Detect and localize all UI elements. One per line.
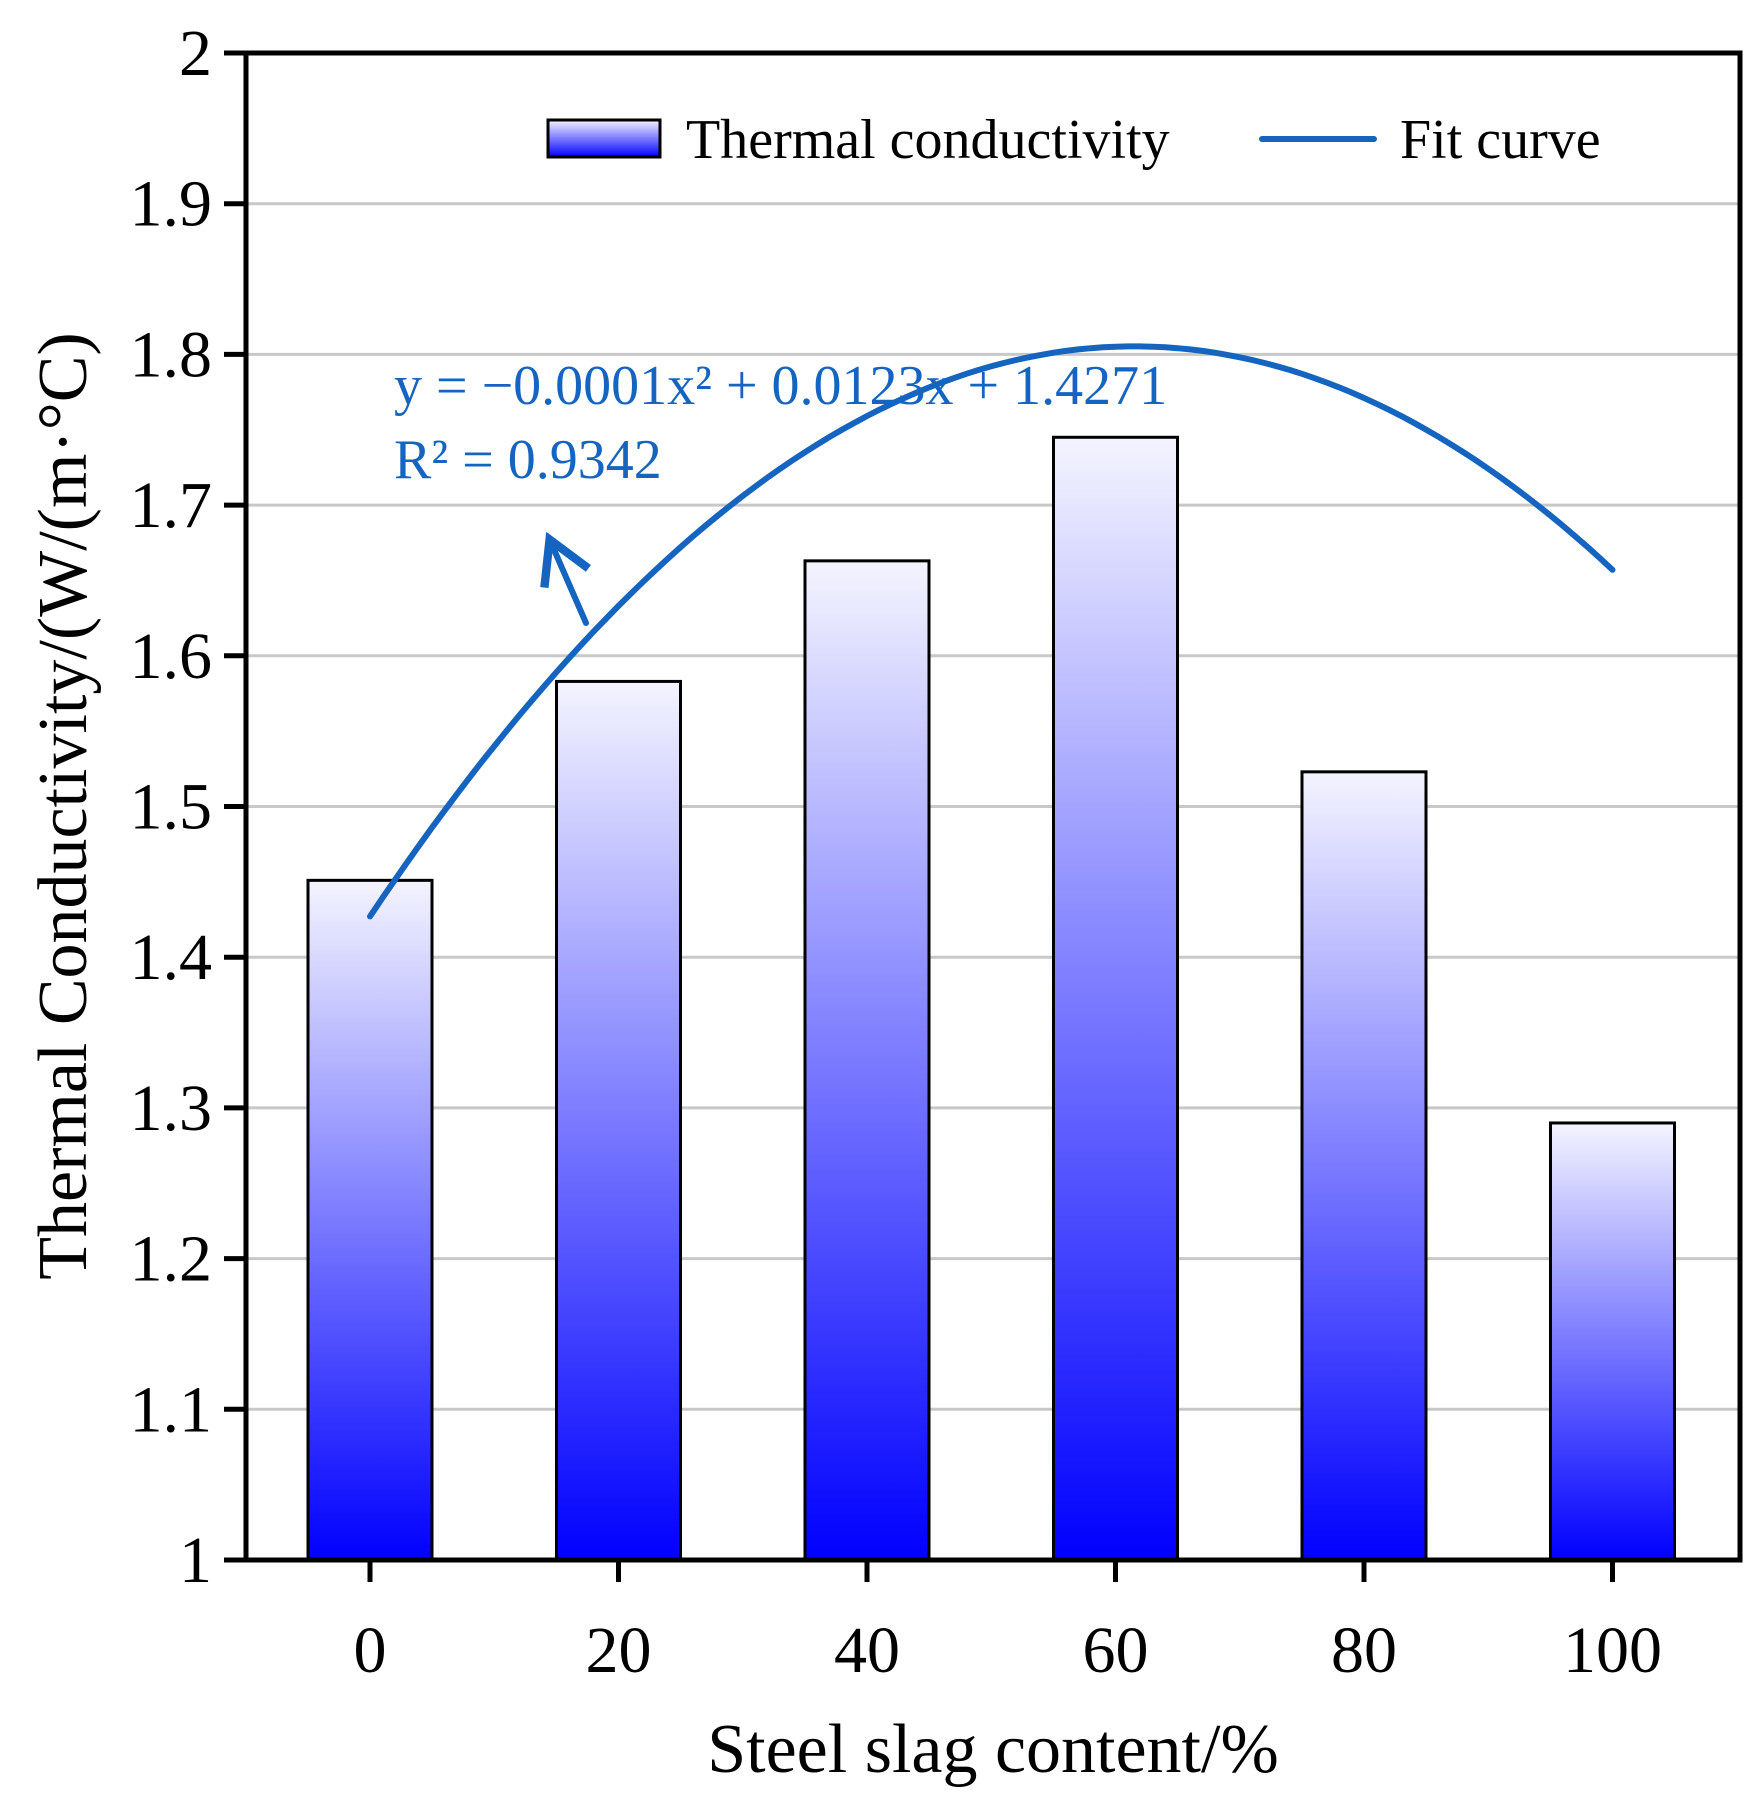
x-tick-label: 0 xyxy=(354,1614,387,1687)
axis-ticks: 11.11.21.31.41.51.61.71.81.920 20 40 60 80 10… xyxy=(130,17,1663,1687)
x-tick-label: 100 xyxy=(1563,1614,1662,1687)
legend-label-thermal-conductivity: Thermal conductivity xyxy=(686,109,1170,171)
fit-annotation: y = −0.0001x² + 0.0123x + 1.4271 R² = 0.… xyxy=(394,355,1167,626)
bar xyxy=(1549,1121,1676,1562)
r-squared: R² = 0.9342 xyxy=(394,429,662,491)
y-tick-label: 2 xyxy=(179,17,212,90)
y-tick-label: 1 xyxy=(179,1524,212,1597)
annotation-arrow xyxy=(540,531,591,626)
bar xyxy=(1300,770,1428,1562)
fit-equation: y = −0.0001x² + 0.0123x + 1.4271 xyxy=(394,355,1167,417)
bars xyxy=(306,435,1676,1562)
x-tick-label: 80 xyxy=(1331,1614,1397,1687)
y-tick-label: 1.5 xyxy=(130,771,213,844)
x-axis-title: Steel slag content/% xyxy=(707,1711,1279,1788)
fit-curve xyxy=(367,343,1616,920)
y-tick-label: 1.7 xyxy=(130,469,213,542)
bar xyxy=(555,679,682,1562)
legend-label-fit-curve: Fit curve xyxy=(1400,109,1601,171)
bar xyxy=(803,559,931,1562)
bar xyxy=(306,878,434,1562)
y-tick-label: 1.4 xyxy=(130,921,213,994)
bar xyxy=(1052,435,1179,1562)
y-tick-label: 1.3 xyxy=(130,1072,213,1145)
y-tick-label: 1.6 xyxy=(130,620,213,693)
gridlines xyxy=(246,202,1740,1411)
legend: Thermal conductivity Fit curve xyxy=(546,109,1601,171)
x-tick-label: 40 xyxy=(834,1614,900,1687)
y-tick-label: 1.1 xyxy=(130,1373,213,1446)
y-tick-label: 1.8 xyxy=(130,318,213,391)
y-tick-label: 1.9 xyxy=(130,168,213,241)
y-tick-label: 1.2 xyxy=(130,1223,213,1296)
fit-curve-layer xyxy=(367,343,1616,920)
legend-swatch-thermal-conductivity xyxy=(546,118,662,159)
x-tick-label: 60 xyxy=(1083,1614,1149,1687)
x-tick-label: 20 xyxy=(586,1614,652,1687)
y-axis-title: Thermal Conductivity/(W/(m·°C) xyxy=(25,332,102,1280)
